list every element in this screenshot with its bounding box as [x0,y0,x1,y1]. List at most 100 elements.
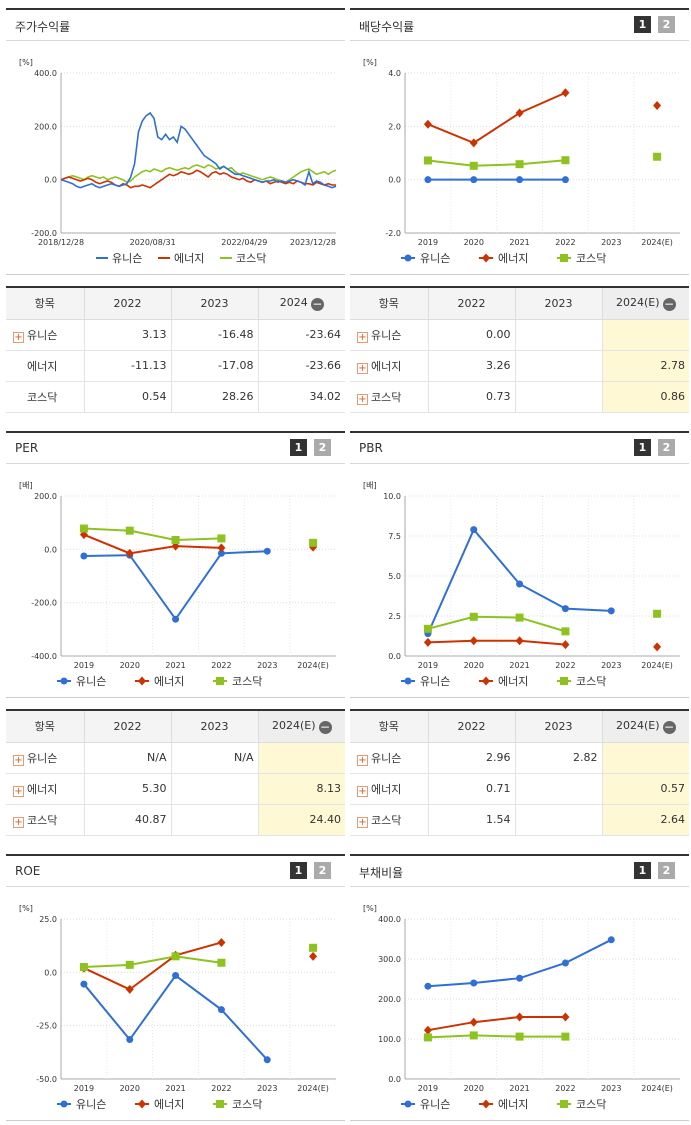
page-1-button[interactable]: 1 [634,439,651,456]
pbr-table: 항목 2022 2023 2024(E) − + 유니슨 2.96 2.82 + 에너지 0.71 0.… [350,709,689,836]
data-point [423,1025,432,1035]
x-tick-label: 2021 [165,1084,185,1093]
data-point [515,613,524,622]
y-tick-label: 0.0 [388,176,401,185]
legend-label: 유니슨 [420,675,450,688]
page-2-button[interactable]: 2 [314,862,331,879]
data-point [171,541,180,551]
page-1-button[interactable]: 1 [290,862,307,879]
table-cell: 8.13 [257,773,345,805]
y-tick-label: 5.0 [388,572,401,581]
row-label: + 에너지 [6,773,84,805]
expand-plus-icon[interactable]: + [357,754,368,766]
table-row: + 에너지 0.71 0.57 [350,773,689,805]
x-tick-label: 2020 [464,661,484,670]
stock-return-table: 항목 2022 2023 2024− + 유니슨 3.13 -16.48 -23.64 에너지 -1… [6,286,345,413]
table-row: + 유니슨 N/A N/A [6,742,345,774]
row-label: 에너지 [6,350,84,382]
legend-marker [482,676,490,686]
expand-plus-icon[interactable]: + [13,816,24,828]
column-header-label: 2024 [279,295,308,309]
y-tick-label: 7.5 [388,532,401,541]
x-tick-label: 2022 [555,661,575,670]
y-tick-label: 0.0 [44,968,57,977]
page-2-button[interactable]: 2 [658,862,675,879]
legend-marker [60,677,68,685]
table-cell [170,804,258,836]
collapse-icon[interactable]: − [310,296,324,311]
legend-label: 유니슨 [76,1098,106,1111]
page-1-button[interactable]: 1 [634,862,651,879]
expand-plus-icon[interactable]: + [357,785,368,797]
column-header: 항목 [350,711,428,743]
expand-plus-icon[interactable]: + [13,331,24,343]
x-tick-label: 2020/08/31 [130,238,176,247]
table-row: + 유니슨 3.13 -16.48 -23.64 [6,319,345,351]
page-1-button[interactable]: 1 [634,16,651,33]
y-tick-label: -50.0 [36,1075,57,1084]
row-name: 코스닥 [371,813,402,827]
legend-marker [60,1100,68,1108]
table-cell: 40.87 [83,804,171,836]
table-row: + 코스닥 40.87 24.40 [6,804,345,836]
table-row: + 코스닥 0.73 0.86 [350,381,689,413]
row-name: 에너지 [371,359,402,373]
row-label: + 에너지 [350,773,428,805]
column-header-label: 2023 [200,296,229,310]
per-line-chart: [배]200.0 0.0 -200.0 -400.0 2019 2020 2021 2022 2… [19,481,336,688]
table-cell: 0.00 [427,319,515,351]
table-cell: 3.13 [83,319,171,351]
page-2-button[interactable]: 2 [658,439,675,456]
table-cell: 34.02 [257,381,345,413]
pbr-line-chart: [배] 10.0 7.5 5.0 2.5 0.0 2019 2020 2021 2022 2023 2… [363,481,680,688]
row-name: 유니슨 [27,328,58,342]
data-point [423,1033,432,1042]
expand-plus-icon[interactable]: + [357,331,368,343]
x-tick-label: 2023 [601,661,621,670]
row-name: 에너지 [27,782,58,796]
y-tick-label: 25.0 [39,915,57,924]
expand-plus-icon[interactable]: + [357,816,368,828]
pbr-chart: [배] 10.0 7.5 5.0 2.5 0.0 2019 2020 2021 2022 2023 2… [350,464,689,698]
row-label: + 유니슨 [350,319,428,351]
table-cell: 0.73 [427,381,515,413]
x-tick-label: 2020 [464,238,484,247]
per-panel: PER 1 2 [배] 200.0 0.0 -200.0 -400.0 2019 2020 2… [6,431,345,698]
series-line [427,1016,566,1032]
data-point [469,1017,478,1027]
x-tick-label: 2019 [74,661,94,670]
legend-label: 에너지 [498,675,528,688]
row-label: + 유니슨 [350,742,428,774]
table-cell: 2.96 [427,742,515,774]
page-1-button[interactable]: 1 [290,439,307,456]
legend-label: 에너지 [174,252,204,265]
x-tick-label: 2024(E) [641,238,673,247]
data-point [561,176,569,184]
y-tick-label: -200.0 [31,229,57,238]
expand-plus-icon[interactable]: + [357,362,368,374]
expand-plus-icon[interactable]: + [13,754,24,766]
expand-plus-icon[interactable]: + [357,393,368,405]
unit-label: [%] [19,904,33,913]
row-name: 유니슨 [371,751,402,765]
y-tick-label: 200.0 [378,995,401,1004]
page-2-button[interactable]: 2 [314,439,331,456]
legend-label: 에너지 [498,1098,528,1111]
expand-plus-icon[interactable]: + [13,785,24,797]
column-header-label: 2024(E) [271,718,316,732]
column-header: 2024(E) − [601,711,689,743]
series-line [83,533,222,555]
stock-chart: [%] 400.0 200.0 0.0 -200.0 2018/12/28 2020/08/… [6,41,345,275]
collapse-icon[interactable]: − [318,719,332,734]
unit-label: [배] [363,481,377,490]
series-line [60,164,337,184]
table-cell: 24.40 [257,804,345,836]
x-tick-label: 2019 [418,238,438,247]
x-tick-label: 2019 [418,661,438,670]
series-circle [80,972,271,1064]
table-row: + 에너지 5.30 8.13 [6,773,345,805]
collapse-icon[interactable]: − [662,296,676,311]
roe-chart: [%] 25.0 0.0 -25.0 -50.0 2019 2020 2021 2022 2023… [6,887,345,1121]
collapse-icon[interactable]: − [662,719,676,734]
page-2-button[interactable]: 2 [658,16,675,33]
